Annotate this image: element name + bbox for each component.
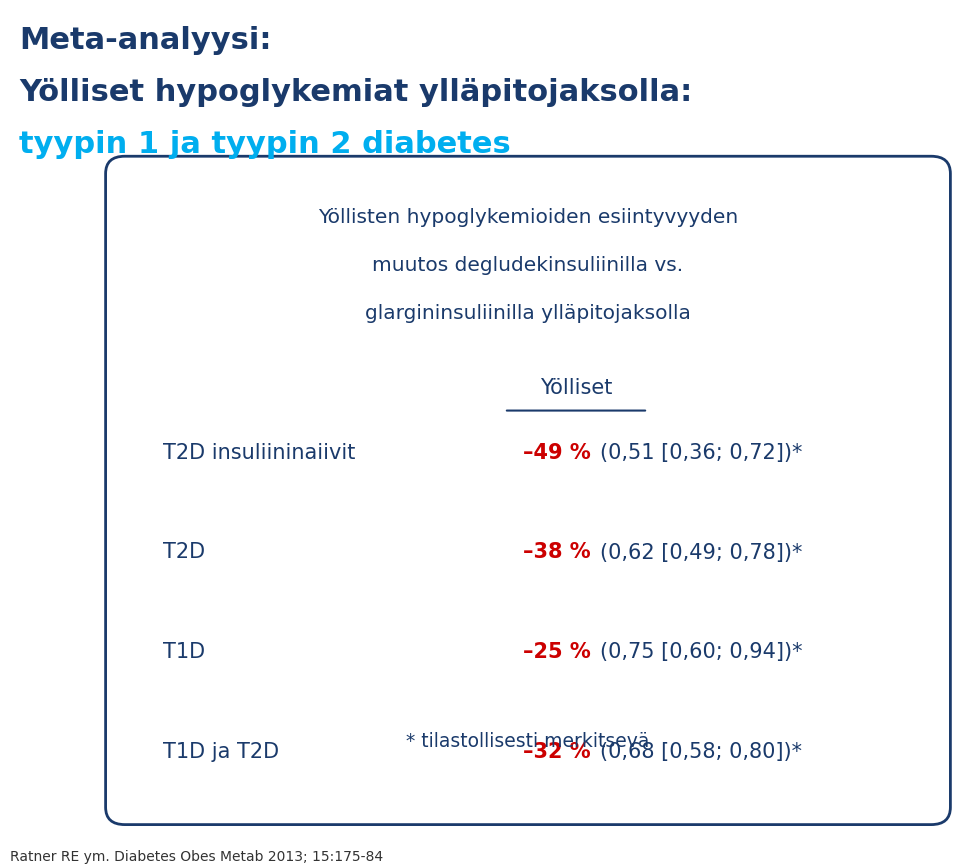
Text: (0,62 [0,49; 0,78])*: (0,62 [0,49; 0,78])* xyxy=(600,542,803,562)
Text: (0,75 [0,60; 0,94])*: (0,75 [0,60; 0,94])* xyxy=(600,642,803,662)
Text: –49 %: –49 % xyxy=(523,443,591,463)
Text: T1D: T1D xyxy=(163,642,205,662)
Text: (0,68 [0,58; 0,80])*: (0,68 [0,58; 0,80])* xyxy=(600,742,802,762)
Text: muutos degludekinsuliinilla vs.: muutos degludekinsuliinilla vs. xyxy=(372,256,684,275)
Text: Yölliset hypoglykemiat ylläpitojaksolla:: Yölliset hypoglykemiat ylläpitojaksolla: xyxy=(19,78,692,107)
FancyBboxPatch shape xyxy=(106,156,950,825)
Text: –38 %: –38 % xyxy=(523,542,590,562)
Text: T2D insuliininaiivit: T2D insuliininaiivit xyxy=(163,443,355,463)
Text: Yöllisten hypoglykemioiden esiintyvyyden: Yöllisten hypoglykemioiden esiintyvyyden xyxy=(318,208,738,227)
Text: T2D: T2D xyxy=(163,542,205,562)
Text: Meta-analyysi:: Meta-analyysi: xyxy=(19,26,272,55)
Text: Ratner RE ym. Diabetes Obes Metab 2013; 15:175-84: Ratner RE ym. Diabetes Obes Metab 2013; … xyxy=(10,850,383,864)
Text: tyypin 1 ja tyypin 2 diabetes: tyypin 1 ja tyypin 2 diabetes xyxy=(19,130,511,159)
Text: T1D ja T2D: T1D ja T2D xyxy=(163,742,279,762)
Text: glargininsuliinilla ylläpitojaksolla: glargininsuliinilla ylläpitojaksolla xyxy=(365,304,691,323)
Text: * tilastollisesti merkitsevä: * tilastollisesti merkitsevä xyxy=(406,732,650,751)
Text: Yölliset: Yölliset xyxy=(540,378,612,398)
Text: (0,51 [0,36; 0,72])*: (0,51 [0,36; 0,72])* xyxy=(600,443,803,463)
Text: –25 %: –25 % xyxy=(523,642,591,662)
Text: –32 %: –32 % xyxy=(523,742,590,762)
